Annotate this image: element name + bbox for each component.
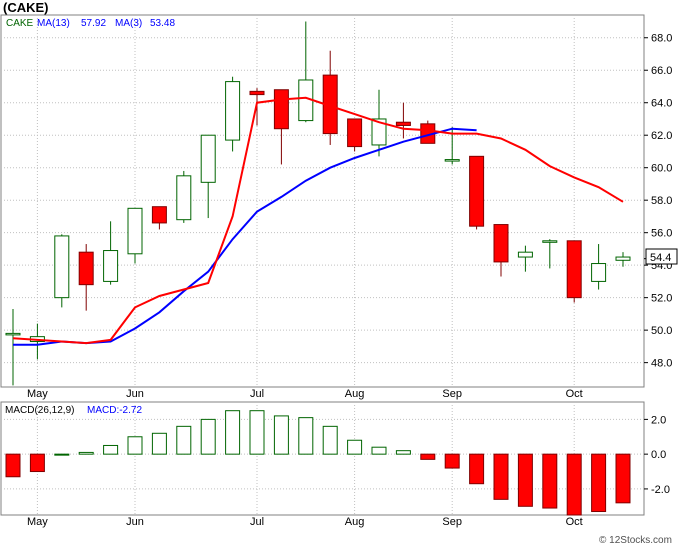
macd-tick-label: 2.0 <box>651 414 666 426</box>
candle-body <box>469 155 485 227</box>
macd-bar <box>298 417 314 455</box>
price-tick-label: 58.0 <box>651 195 672 207</box>
candle-body <box>200 134 216 183</box>
month-label: May <box>27 388 48 400</box>
price-tick-label: 68.0 <box>651 33 672 45</box>
macd-bar <box>78 451 94 455</box>
candle-body <box>542 240 558 243</box>
macd-bar <box>591 453 607 513</box>
candle-body <box>591 263 607 282</box>
macd-bar <box>151 432 167 455</box>
month-label: Jul <box>250 516 264 528</box>
watermark: © 12Stocks.com <box>599 535 672 546</box>
macd-legend-value: MACD:-2.72 <box>87 405 142 416</box>
macd-bar <box>322 425 338 455</box>
legend-ma13-label: MA(13) <box>37 18 70 29</box>
month-label: Jun <box>126 388 144 400</box>
legend-ma13-value: 57.92 <box>81 18 106 29</box>
legend-symbol: CAKE <box>6 18 34 29</box>
price-panel-frame <box>0 14 645 388</box>
month-label: Oct <box>566 388 583 400</box>
last-price-label: 54.4 <box>650 252 671 264</box>
candle-body <box>176 175 192 221</box>
candle-body <box>615 256 631 261</box>
candle-body <box>151 206 167 224</box>
price-tick-label: 62.0 <box>651 130 672 142</box>
candle-body <box>444 159 460 162</box>
macd-bar <box>249 410 265 455</box>
month-label: May <box>27 516 48 528</box>
candle-body <box>54 235 70 299</box>
month-label: Sep <box>442 516 462 528</box>
axis-labels: 48.050.052.054.056.058.060.062.064.066.0… <box>27 33 672 528</box>
candle-body <box>347 118 363 148</box>
macd-bar <box>493 453 509 500</box>
macd-bar <box>347 439 363 455</box>
price-tick-label: 48.0 <box>651 358 672 370</box>
macd-legend: MACD(26,12,9) MACD:-2.72 <box>5 405 142 416</box>
candle-body <box>517 251 533 258</box>
macd-bars <box>5 410 631 516</box>
macd-bar <box>29 453 45 473</box>
month-label: Aug <box>345 388 365 400</box>
macd-bar <box>517 453 533 507</box>
macd-bar <box>127 436 143 455</box>
last-price-marker: 54.4 <box>645 248 678 265</box>
price-tick-label: 50.0 <box>651 325 672 337</box>
macd-bar <box>273 415 289 455</box>
price-tick-label: 52.0 <box>651 293 672 305</box>
macd-bar <box>566 453 582 516</box>
macd-bar <box>444 453 460 469</box>
month-label: Oct <box>566 516 583 528</box>
candle-body <box>566 240 582 299</box>
candlesticks <box>5 21 631 386</box>
price-tick-label: 60.0 <box>651 163 672 175</box>
macd-bar <box>5 453 21 478</box>
candle-body <box>493 224 509 263</box>
macd-bar <box>469 453 485 485</box>
macd-bar <box>395 450 411 455</box>
macd-bar <box>103 444 119 455</box>
legend-ma3-value: 53.48 <box>150 18 175 29</box>
ticker-title: (CAKE) <box>3 0 49 15</box>
macd-bar <box>542 453 558 509</box>
candle-body <box>371 118 387 146</box>
macd-bar <box>420 453 436 460</box>
macd-tick-label: 0.0 <box>651 449 666 461</box>
price-tick-label: 56.0 <box>651 228 672 240</box>
macd-legend-label: MACD(26,12,9) <box>5 405 74 416</box>
candle-body <box>225 81 241 141</box>
month-label: Aug <box>345 516 365 528</box>
candle-body <box>5 332 21 336</box>
ma3-line <box>12 96 624 345</box>
legend-ma3-label: MA(3) <box>115 18 142 29</box>
macd-panel-frame <box>0 401 645 516</box>
candle-body <box>103 250 119 282</box>
month-label: Jun <box>126 516 144 528</box>
candle-body <box>249 90 265 96</box>
last-price-box <box>645 248 678 265</box>
candle-body <box>78 251 94 286</box>
price-legend: CAKE MA(13) 57.92 MA(3) 53.48 <box>6 18 175 29</box>
candle-body <box>127 207 143 255</box>
candle-body <box>273 89 289 130</box>
macd-bar <box>200 418 216 455</box>
price-tick-label: 64.0 <box>651 98 672 110</box>
price-tick-label: 66.0 <box>651 65 672 77</box>
moving-average-lines <box>12 96 624 346</box>
macd-bar <box>225 410 241 455</box>
macd-bar <box>371 446 387 455</box>
month-label: Sep <box>442 388 462 400</box>
macd-bar <box>615 453 631 504</box>
macd-bar <box>176 425 192 455</box>
month-label: Jul <box>250 388 264 400</box>
candle-body <box>395 121 411 126</box>
macd-bar <box>54 453 70 456</box>
macd-tick-label: -2.0 <box>651 484 670 496</box>
